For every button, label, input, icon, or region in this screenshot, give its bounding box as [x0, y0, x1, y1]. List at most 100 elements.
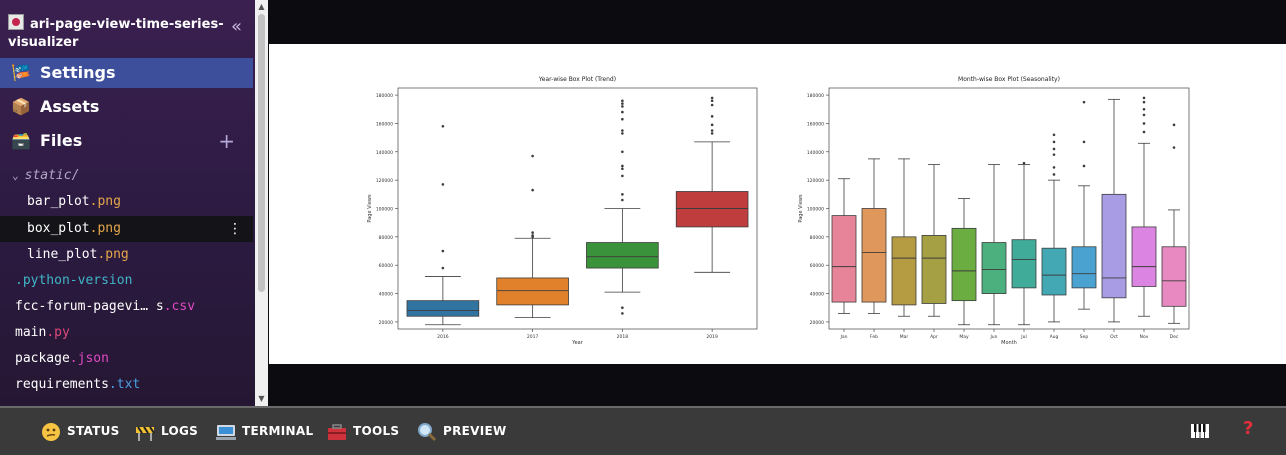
file-ext: .csv	[163, 299, 196, 314]
file-item[interactable]: requirements.txt	[15, 372, 140, 398]
outlier-point	[621, 306, 624, 310]
collapse-sidebar-icon[interactable]: «	[231, 16, 243, 37]
bottom-toolbar: STATUS LOGS TERMINAL TOOLS PREVIEW ?	[0, 406, 1286, 455]
logs-tab[interactable]: LOGS	[135, 421, 198, 442]
toolbox-icon	[327, 422, 347, 442]
file-ext: .txt	[108, 377, 141, 392]
selected-row	[0, 216, 253, 242]
x-tick-label: May	[959, 334, 969, 340]
scroll-up-icon[interactable]: ▲	[258, 2, 265, 11]
box-plot-image: Year-wise Box Plot (Trend) 20000 40000 6000…	[269, 44, 1286, 364]
chevron-down-icon: ⌄	[12, 169, 19, 182]
file-ext: .png	[89, 194, 121, 209]
terminal-label: TERMINAL	[242, 424, 314, 438]
sidebar: ari-page-view-time-series-visualizer « 🎏…	[0, 0, 255, 406]
x-tick-label: Apr	[930, 334, 938, 340]
file-ext: .py	[46, 325, 70, 340]
outlier-point	[531, 154, 534, 158]
file-base: package	[15, 351, 70, 366]
x-tick-label: 2019	[706, 334, 718, 340]
add-file-icon[interactable]: +	[218, 129, 235, 153]
box	[1071, 246, 1097, 289]
terminal-tab[interactable]: TERMINAL	[216, 421, 313, 442]
outlier-point	[621, 99, 624, 103]
project-logo-icon	[8, 14, 24, 30]
nav-settings[interactable]: 🎏 Settings	[0, 58, 253, 88]
outlier-point	[710, 129, 714, 132]
box	[1131, 226, 1157, 287]
outlier-point	[621, 167, 624, 171]
nav-files[interactable]: 🗃️ Files +	[0, 126, 253, 156]
outlier-point	[1142, 100, 1146, 104]
y-tick-label: 40000	[379, 292, 393, 298]
y-tick-label: 40000	[810, 292, 824, 298]
box	[1041, 247, 1067, 296]
more-options-icon[interactable]: ⋮	[228, 221, 242, 237]
outlier-point	[710, 96, 714, 100]
y-tick-label: 180000	[807, 93, 824, 99]
outlier-point	[621, 174, 624, 178]
help-icon: ?	[1243, 418, 1254, 439]
file-base: requirements	[15, 377, 109, 392]
y-tick-label: 140000	[376, 150, 393, 156]
outlier-point	[1142, 130, 1146, 134]
chart-title: Month-wise Box Plot (Seasonality)	[958, 76, 1060, 83]
chart-title: Year-wise Box Plot (Trend)	[538, 76, 616, 83]
x-tick-label: Mar	[900, 334, 909, 340]
plot-frame	[828, 87, 1190, 330]
help-button[interactable]: ?	[1243, 419, 1254, 439]
box-plots: Year-wise Box Plot (Trend) 20000 40000 6000…	[367, 76, 1190, 346]
status-tab[interactable]: STATUS	[41, 421, 120, 442]
outlier-point	[1142, 122, 1146, 125]
outlier-point	[621, 132, 624, 135]
tools-label: TOOLS	[353, 424, 400, 438]
project-title[interactable]: ari-page-view-time-series-visualizer	[8, 14, 228, 52]
y-tick-label: 80000	[810, 235, 824, 241]
outlier-point	[621, 312, 624, 315]
nav-assets[interactable]: 📦 Assets	[0, 92, 253, 122]
box	[891, 236, 917, 306]
outlier-point	[621, 198, 624, 202]
y-tick-label: 60000	[379, 263, 393, 269]
x-tick-label: Nov	[1140, 334, 1149, 340]
outlier-point	[621, 164, 624, 168]
piano-button[interactable]	[1190, 420, 1216, 441]
outlier-point	[1052, 133, 1056, 137]
preview-tab[interactable]: PREVIEW	[417, 421, 507, 442]
tools-tab[interactable]: TOOLS	[327, 421, 399, 442]
file-item[interactable]: fcc-forum-pagevi… s.csv	[15, 294, 195, 320]
outlier-point	[1142, 107, 1146, 111]
box	[921, 235, 947, 304]
box	[406, 300, 480, 317]
x-tick-label: Jan	[840, 334, 848, 340]
outlier-point	[710, 103, 714, 107]
nav-assets-label: Assets	[40, 97, 100, 116]
outlier-point	[1022, 161, 1026, 165]
scroll-down-icon[interactable]: ▼	[258, 394, 265, 403]
file-item-selected[interactable]: box_plot.png	[27, 216, 121, 242]
folder-static[interactable]: ⌄ static/	[12, 163, 79, 189]
folder-label: static/	[24, 168, 80, 183]
file-item[interactable]: .python-version	[15, 268, 132, 294]
outlier-point	[710, 123, 714, 127]
box	[951, 227, 977, 302]
nav-settings-label: Settings	[40, 63, 116, 82]
file-item[interactable]: line_plot.png	[27, 242, 129, 268]
file-item[interactable]: bar_plot.png	[27, 189, 121, 215]
sidebar-scrollbar[interactable]: ▲ ▼	[255, 0, 268, 406]
outlier-point	[441, 249, 445, 253]
outlier-point	[1142, 113, 1146, 117]
y-tick-label: 140000	[807, 150, 824, 156]
outlier-point	[531, 231, 534, 234]
outlier-point	[621, 105, 624, 108]
scrollbar-thumb[interactable]	[258, 14, 265, 292]
box	[831, 215, 857, 303]
nav-files-label: Files	[40, 131, 83, 150]
preview-pane: Year-wise Box Plot (Trend) 20000 40000 6000…	[268, 0, 1286, 406]
file-ext: .png	[97, 247, 129, 262]
file-item[interactable]: main.py	[15, 320, 70, 346]
status-label: STATUS	[67, 424, 120, 438]
x-tick-label: Feb	[870, 334, 878, 340]
file-item[interactable]: package.json	[15, 346, 109, 372]
y-tick-label: 80000	[379, 235, 393, 241]
